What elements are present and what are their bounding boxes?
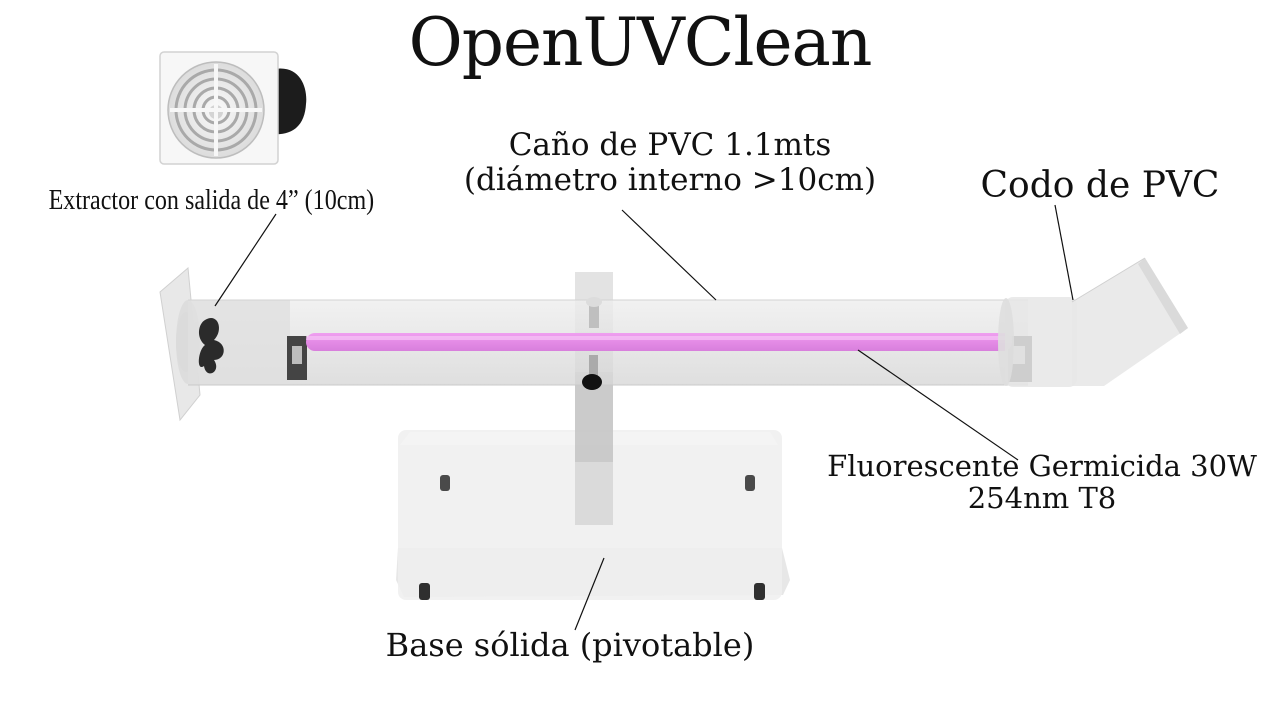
label-pvc-pipe: Caño de PVC 1.1mts (diámetro interno >10… [430, 128, 910, 197]
leader-line-base [574, 557, 605, 631]
label-pvc-pipe-line1: Caño de PVC 1.1mts [508, 127, 832, 163]
uv-lamp [306, 333, 1012, 351]
label-solid-base: Base sólida (pivotable) [385, 626, 755, 664]
rubber-foot-icon [754, 583, 765, 600]
leader-line-pipe [621, 209, 717, 301]
rubber-foot-icon [745, 475, 755, 491]
label-uv-lamp-line1: Fluorescente Germicida 30W [827, 449, 1257, 483]
pvc-elbow [998, 257, 1188, 387]
leader-line-elbow [1054, 204, 1074, 301]
label-pvc-pipe-line2: (diámetro interno >10cm) [463, 161, 877, 198]
rubber-foot-icon [419, 583, 430, 600]
label-uv-lamp-line2: 254nm T8 [967, 481, 1117, 516]
label-uv-lamp: Fluorescente Germicida 30W 254nm T8 [810, 450, 1274, 515]
lamp-holder-left [287, 336, 307, 380]
leader-lines [214, 204, 1074, 631]
fan-impeller-icon [198, 318, 224, 374]
exhaust-fan-icon [159, 51, 307, 165]
page-title: OpenUVClean [408, 4, 873, 81]
label-pvc-elbow: Codo de PVC [980, 165, 1220, 206]
leader-line-extractor [214, 213, 277, 307]
rubber-foot-icon [440, 475, 450, 491]
leader-line-lamp [857, 349, 1019, 461]
pivot-bolt-icon [582, 297, 602, 390]
label-extractor: Extractor con salida de 4” (10cm) [48, 185, 375, 216]
